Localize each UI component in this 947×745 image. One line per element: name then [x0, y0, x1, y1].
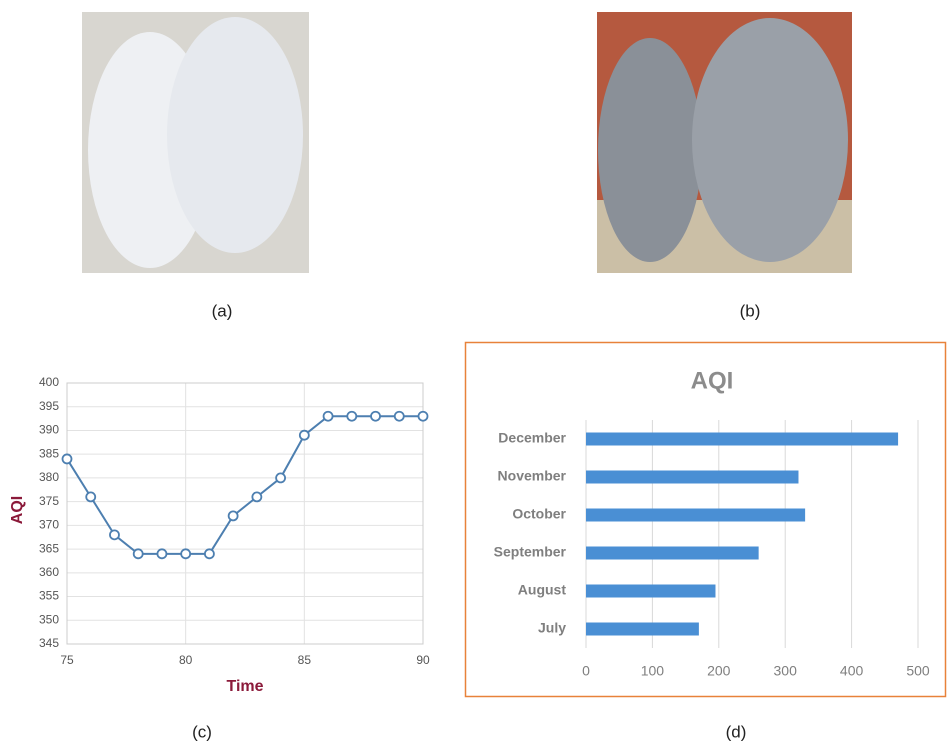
y-tick-label: 370 — [39, 518, 59, 532]
bar — [586, 584, 716, 598]
data-point — [417, 410, 429, 422]
caption: (a) — [212, 301, 233, 320]
y-tick-label: November — [498, 468, 567, 484]
y-tick-label: 365 — [39, 541, 59, 555]
x-tick-label: 85 — [298, 653, 312, 667]
bar — [586, 546, 759, 560]
chart-title: AQI — [691, 367, 734, 394]
data-point — [322, 410, 334, 422]
data-point — [227, 510, 239, 522]
x-tick-label: 80 — [179, 653, 193, 667]
data-point — [203, 548, 215, 560]
data-point — [275, 472, 287, 484]
y-tick-label: August — [518, 582, 567, 598]
bar — [586, 508, 806, 522]
y-axis-label: AQI — [9, 496, 26, 524]
y-tick-label: 375 — [39, 494, 59, 508]
caption: (c) — [192, 722, 212, 741]
y-tick-label: 400 — [39, 375, 59, 389]
bar — [586, 622, 699, 636]
x-tick-label: 90 — [416, 653, 430, 667]
data-point — [61, 453, 73, 465]
data-point — [180, 548, 192, 560]
caption: (b) — [740, 301, 761, 320]
x-tick-label: 500 — [906, 663, 930, 679]
data-point — [393, 410, 405, 422]
data-point — [346, 410, 358, 422]
data-line — [66, 415, 423, 555]
y-tick-label: 385 — [39, 446, 59, 460]
y-tick-label: 360 — [39, 565, 59, 579]
x-tick-label: 0 — [582, 663, 590, 679]
x-axis-label: Time — [226, 678, 263, 695]
x-tick-label: 200 — [707, 663, 731, 679]
bar — [586, 470, 799, 484]
data-point — [298, 429, 310, 441]
chart-border — [464, 341, 947, 698]
data-point — [370, 410, 381, 422]
data-point — [132, 548, 144, 560]
x-tick-label: 100 — [641, 663, 665, 679]
y-tick-label: December — [498, 430, 566, 446]
y-tick-label: 395 — [39, 399, 59, 413]
y-tick-label: 390 — [39, 423, 59, 437]
data-point — [85, 491, 97, 503]
bar — [586, 432, 899, 446]
y-tick-label: 350 — [39, 612, 59, 626]
data-point — [251, 491, 263, 503]
y-tick-label: 355 — [39, 589, 59, 603]
y-tick-label: 380 — [39, 470, 59, 484]
y-tick-label: October — [512, 506, 566, 522]
y-tick-label: 345 — [39, 636, 59, 650]
x-tick-label: 400 — [840, 663, 864, 679]
photo-b-shape — [598, 38, 702, 262]
y-tick-label: September — [494, 544, 567, 560]
x-tick-label: 300 — [774, 663, 798, 679]
photo-b-shape — [692, 18, 848, 262]
x-tick-label: 75 — [60, 653, 74, 667]
y-tick-label: July — [538, 620, 566, 636]
photo-a-shape — [167, 17, 303, 253]
data-point — [156, 548, 168, 560]
plot-frame — [66, 382, 424, 645]
data-point — [109, 529, 120, 541]
caption: (d) — [726, 722, 747, 741]
